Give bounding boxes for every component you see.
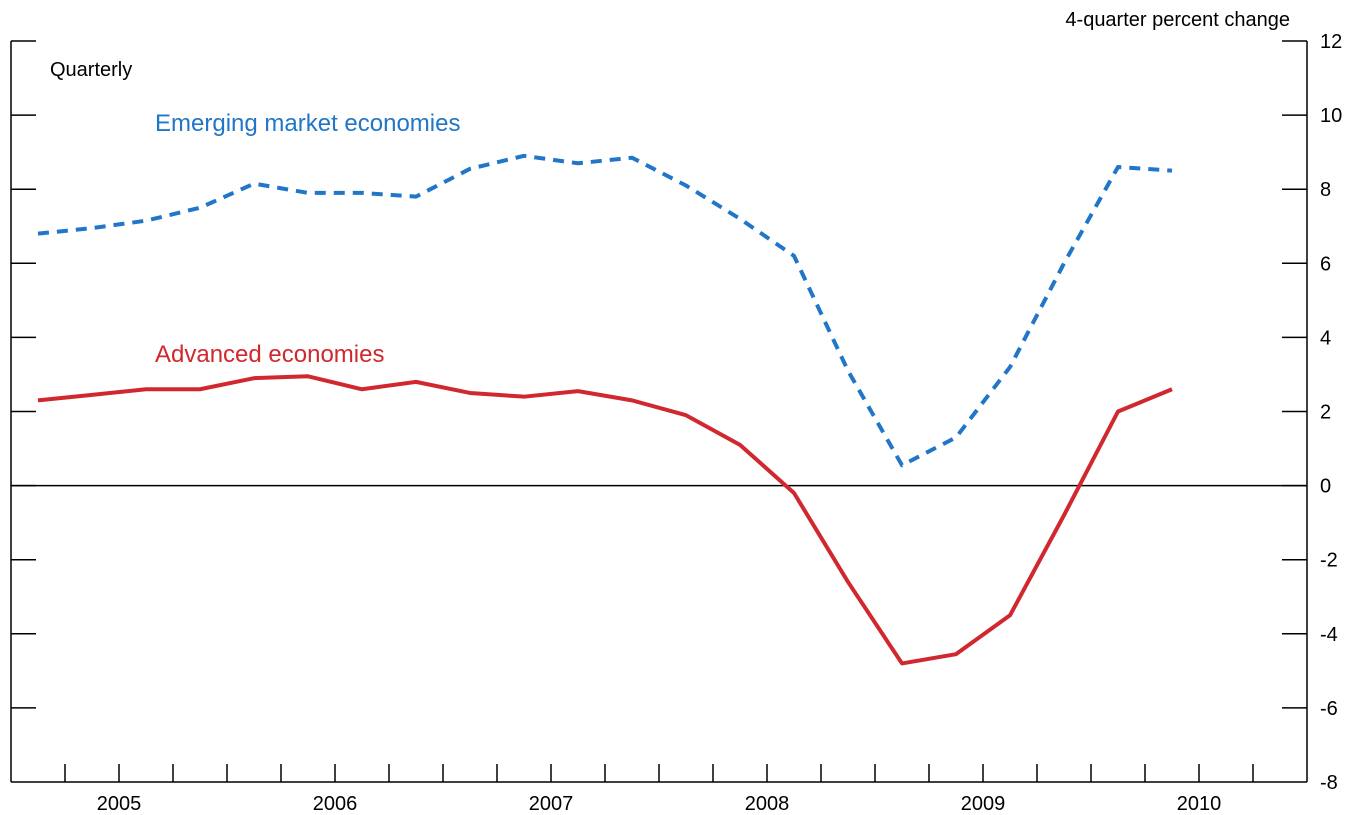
y-tick-label: 12 <box>1320 31 1342 53</box>
frequency-label: Quarterly <box>50 59 132 81</box>
x-tick-label: 2008 <box>745 793 790 815</box>
x-tick-label: 2010 <box>1177 793 1222 815</box>
x-tick-label: 2005 <box>97 793 142 815</box>
x-tick-label: 2009 <box>961 793 1006 815</box>
y-tick-label: 0 <box>1320 476 1331 498</box>
series-label-emerging: Emerging market economies <box>155 110 460 137</box>
y-tick-label: 4 <box>1320 327 1331 349</box>
y-tick-label: 8 <box>1320 179 1331 201</box>
series-label-advanced: Advanced economies <box>155 341 384 368</box>
y-tick-label: -6 <box>1320 698 1338 720</box>
x-tick-label: 2006 <box>313 793 358 815</box>
y-axis: 12 10 8 6 4 2 0 -2 -4 -6 -8 <box>11 31 1342 794</box>
y-tick-label: 2 <box>1320 402 1331 424</box>
y-tick-label: 10 <box>1320 105 1342 127</box>
series-line-advanced <box>37 374 1173 666</box>
x-tick-label: 2007 <box>529 793 574 815</box>
y-unit-label: 4-quarter percent change <box>1065 9 1290 31</box>
y-tick-label: 6 <box>1320 253 1331 275</box>
series-layer <box>37 153 1173 666</box>
y-tick-label: -2 <box>1320 550 1338 572</box>
y-tick-label: -8 <box>1320 772 1338 794</box>
x-axis: 2005 2006 2007 2008 2009 2010 <box>64 764 1254 815</box>
y-tick-label: -4 <box>1320 624 1338 646</box>
series-line-emerging <box>37 153 1173 468</box>
